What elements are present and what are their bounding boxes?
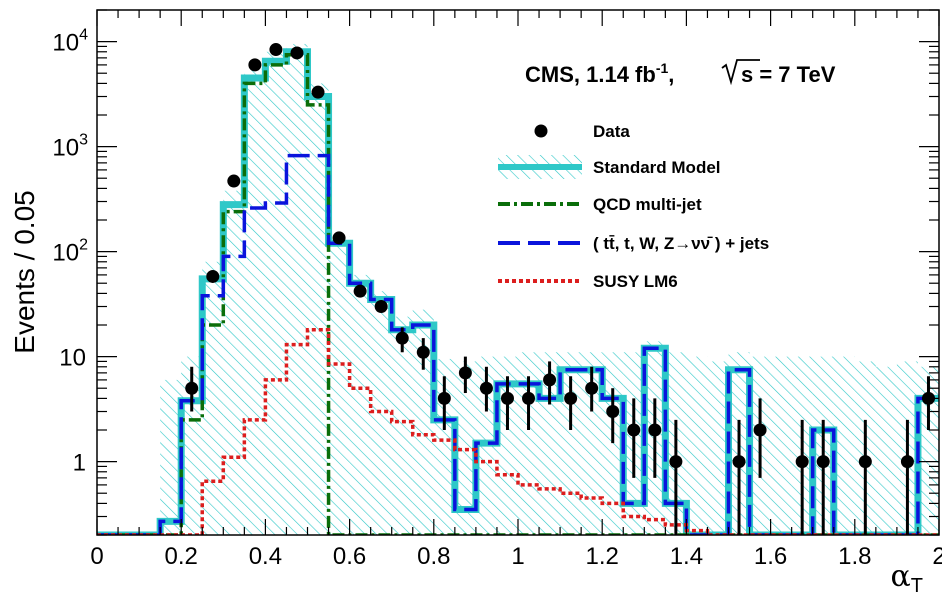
sm-uncertainty-bin-23: [581, 352, 603, 535]
data-point-18: [564, 391, 578, 405]
x-tick-label: 1.4: [670, 543, 703, 570]
legend-entry-data: Data: [534, 122, 630, 141]
x-tick-label: 1.6: [754, 543, 787, 570]
y-axis-title: Events / 0.05: [9, 190, 40, 353]
header-separator: ,: [668, 62, 674, 87]
x-tick-label: 0.8: [417, 543, 450, 570]
legend: Data Standard Model QCD multi-jet ( tt̄,…: [498, 122, 769, 291]
data-point-28: [858, 455, 872, 469]
x-tick-label: 0.4: [249, 543, 282, 570]
legend-entry-qcd: QCD multi-jet: [498, 195, 702, 214]
data-point-5: [290, 46, 304, 60]
data-point-8: [353, 284, 367, 298]
data-point-4: [269, 43, 283, 57]
sm-uncertainty-bin-16: [433, 358, 455, 535]
y-tick-label: 1: [73, 450, 86, 477]
legend-label-qcd: QCD multi-jet: [593, 195, 702, 214]
data-point-15: [500, 391, 514, 405]
x-tick-label: 1.2: [586, 543, 619, 570]
sm-uncertainty-bin-28: [686, 356, 708, 535]
histogram-lines: [97, 48, 939, 535]
x-tick-label: 1.8: [838, 543, 871, 570]
header-experiment: CMS, 1.14 fb: [525, 62, 656, 87]
data-point-9: [374, 300, 388, 314]
sm-uncertainty-bin-12: [349, 274, 371, 535]
data-point-1: [206, 269, 220, 283]
data-point-3: [248, 58, 262, 72]
data-point-2: [227, 174, 241, 188]
sm-uncertainty-bin-32: [770, 356, 792, 535]
data-point-12: [437, 391, 451, 405]
sm-uncertainty-bin-11: [328, 236, 350, 535]
x-axis-ticks: 0 0.2 0.4 0.6 0.8 1 1.2 1.4 1.6 1.8 2: [90, 10, 942, 570]
legend-label-ewk: ( tt̄, t, W, Z→νν̄ ) + jets: [593, 234, 769, 253]
histogram-sm: [97, 48, 939, 535]
legend-label-data: Data: [593, 122, 630, 141]
sm-uncertainty-bin-3: [160, 379, 182, 535]
y-tick-label: 102: [52, 237, 88, 267]
y-tick-label: 103: [52, 132, 88, 162]
data-point-21: [627, 423, 641, 437]
svg-text:CMS, 1.14 fb-1,: CMS, 1.14 fb-1,: [525, 60, 674, 87]
data-point-16: [522, 391, 536, 405]
x-axis-title-symbol: α: [891, 559, 911, 594]
legend-label-susy: SUSY LM6: [593, 272, 678, 291]
y-tick-label: 10: [59, 345, 86, 372]
x-axis-title: αT: [891, 559, 923, 597]
data-point-19: [585, 381, 599, 395]
sm-uncertainty-bin-35: [833, 356, 855, 535]
plot-area: [97, 43, 939, 535]
histogram-ewk: [97, 153, 939, 535]
x-tick-label: 0.2: [165, 543, 198, 570]
sm-uncertainty-bin-8: [265, 51, 287, 535]
sm-uncertainty-bin-9: [286, 43, 308, 535]
data-point-24: [732, 455, 746, 469]
y-axis-ticks: 1 10 102 103 104: [52, 9, 939, 536]
header-lumi-exponent: -1: [656, 60, 669, 76]
data-point-23: [669, 455, 683, 469]
data-point-22: [648, 423, 662, 437]
x-tick-label: 1: [511, 543, 524, 570]
sm-uncertainty-bin-13: [370, 291, 392, 535]
sm-uncertainty-bin-15: [412, 309, 434, 535]
legend-entry-standard-model: Standard Model: [498, 155, 721, 179]
data-point-14: [479, 381, 493, 395]
cms-header: CMS, 1.14 fb-1, s = 7 TeV: [525, 59, 836, 87]
sm-uncertainty-bin-29: [707, 361, 729, 535]
data-point-10: [395, 331, 409, 345]
sm-uncertainty-bin-37: [875, 366, 897, 535]
data-point-17: [543, 373, 557, 387]
data-point-13: [458, 366, 472, 380]
sm-uncertainty-bin-5: [202, 261, 224, 535]
data-point-0: [185, 381, 199, 395]
x-axis-title-subscript: T: [911, 575, 923, 597]
data-point-29: [900, 455, 914, 469]
data-point-26: [795, 455, 809, 469]
histogram-susy: [97, 328, 939, 535]
sm-uncertainty-bin-14: [391, 316, 413, 535]
y-tick-label: 104: [52, 27, 88, 57]
x-tick-label: 0.6: [333, 543, 366, 570]
sqrt-symbol: [721, 59, 760, 86]
sm-uncertainty-bin-6: [223, 190, 245, 535]
data-point-27: [816, 455, 830, 469]
legend-entry-ewk: ( tt̄, t, W, Z→νν̄ ) + jets: [498, 234, 769, 253]
x-tick-label: 0: [90, 543, 103, 570]
data-point-30: [921, 391, 935, 405]
header-energy: s = 7 TeV: [741, 62, 836, 87]
sm-uncertainty-bin-10: [307, 83, 329, 535]
x-tick-label: 2: [932, 543, 942, 570]
data-point-7: [332, 231, 346, 245]
legend-label-standard-model: Standard Model: [593, 158, 721, 177]
legend-entry-susy: SUSY LM6: [498, 272, 678, 291]
legend-data-marker: [534, 124, 548, 138]
data-point-25: [753, 423, 767, 437]
data-points: [185, 43, 935, 535]
data-point-20: [606, 405, 620, 419]
data-point-6: [311, 85, 325, 99]
data-point-11: [416, 345, 430, 359]
